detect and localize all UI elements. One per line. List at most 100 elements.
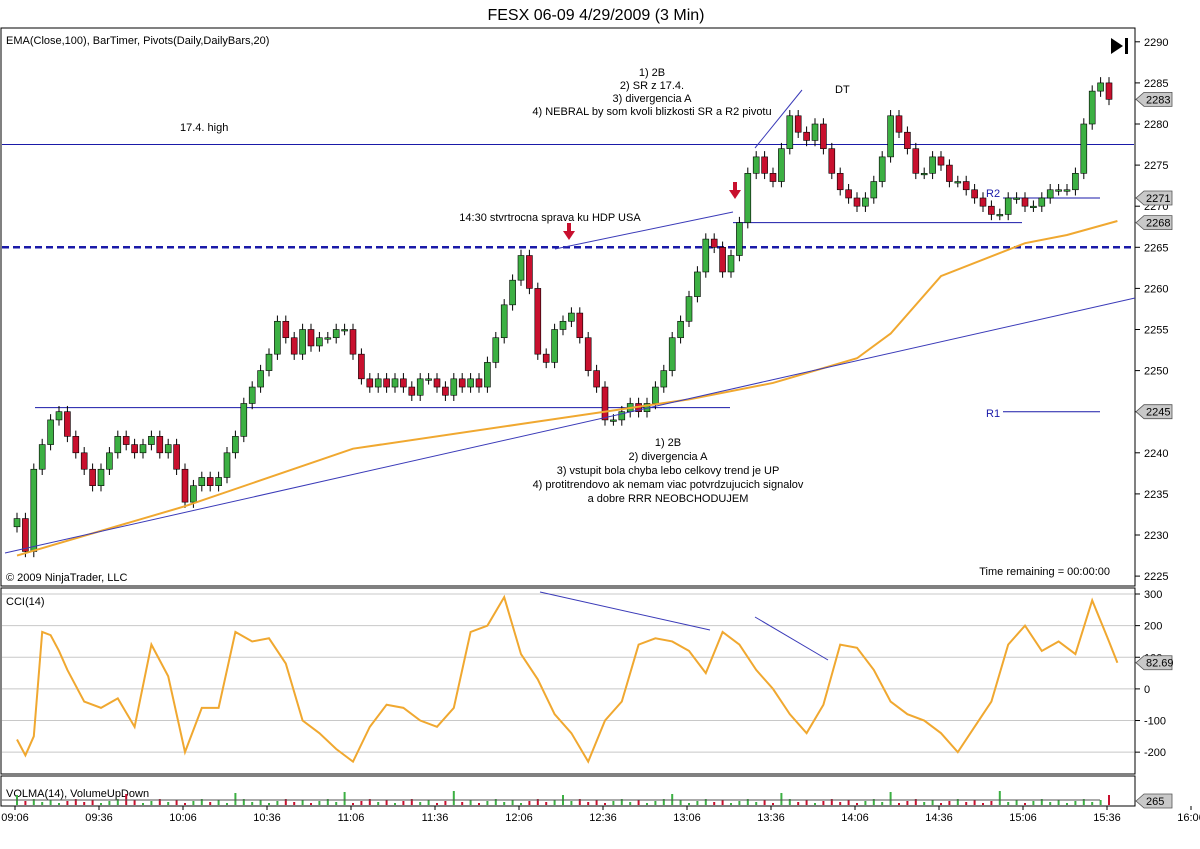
volume-bar — [49, 800, 52, 805]
volume-bar — [553, 800, 556, 805]
annotation-news: 14:30 stvrtrocna sprava ku HDP USA — [459, 212, 641, 224]
volume-bar — [58, 803, 60, 805]
volume-bar — [1066, 803, 1068, 805]
top-note-line: 4) NEBRAL by som kvoli blizkosti SR a R2… — [532, 106, 771, 118]
volume-value-tag: 265 — [1135, 793, 1173, 809]
time-axis-label: 16:06 — [1177, 812, 1200, 824]
volume-bar — [352, 803, 354, 805]
cci-axis-label: 200 — [1144, 621, 1162, 633]
volume-bar — [268, 803, 270, 805]
volume-bar — [1057, 800, 1060, 805]
cci-panel — [0, 587, 1136, 775]
candle — [979, 192, 987, 212]
volume-bar — [780, 793, 783, 805]
volume-bar — [982, 803, 984, 805]
candle — [845, 184, 852, 204]
horizontal-levels — [2, 144, 1134, 413]
cci-value-tag: 82.69 — [1135, 655, 1174, 671]
candle — [1072, 167, 1079, 196]
candle — [517, 249, 525, 286]
volume-bar — [704, 799, 707, 805]
volume-bar — [100, 803, 102, 805]
candle — [794, 110, 802, 138]
volume-bar — [940, 803, 942, 805]
candle — [425, 373, 432, 385]
volume-bar — [570, 801, 573, 805]
candle — [341, 323, 348, 336]
volume-bar — [872, 799, 875, 805]
bottom-note-line: 4) protitrendovo ak nemam viac potvrdzuj… — [533, 479, 804, 491]
volume-bar — [998, 791, 1001, 805]
candle — [358, 348, 365, 385]
candle — [299, 323, 306, 360]
top-note-line: 1) 2B — [639, 67, 665, 79]
volume-bar — [74, 799, 77, 805]
volume-bar — [746, 799, 749, 805]
axes: 2290228522802275227022652260225522502245… — [1, 37, 1200, 824]
candle — [206, 471, 214, 492]
volume-bar — [318, 801, 321, 805]
volume-bar — [923, 802, 926, 805]
volume-bar — [394, 803, 396, 805]
volume-bar — [116, 799, 119, 805]
volume-bar — [990, 801, 993, 805]
trend-lines — [4, 89, 1136, 661]
candle — [223, 447, 231, 484]
volume-bar — [251, 802, 254, 805]
cci-series-line — [16, 594, 1119, 764]
cci-axis-label: -200 — [1144, 747, 1166, 759]
volume-bar — [822, 801, 825, 805]
level-price-tag: 2268 — [1135, 215, 1173, 231]
bottom-note-line: a dobre RRR NEOBCHODUJEM — [588, 493, 749, 505]
candle — [526, 249, 533, 295]
time-axis-label: 14:36 — [925, 812, 953, 824]
candle — [677, 315, 684, 344]
candle — [988, 200, 995, 221]
volume-bar — [814, 803, 816, 805]
candle — [433, 373, 441, 393]
candle — [408, 381, 416, 402]
cci-value-tag-text: 82.69 — [1146, 658, 1174, 670]
candle — [937, 151, 945, 171]
time-axis-label: 12:06 — [505, 812, 533, 824]
candle — [559, 315, 567, 336]
volume-bar — [528, 801, 531, 805]
candle — [97, 463, 105, 492]
time-axis-label: 10:36 — [253, 812, 281, 824]
divergence-line-1 — [554, 211, 734, 250]
cci-divergence-line-2 — [754, 616, 829, 661]
volume-bar — [410, 799, 413, 805]
candle — [139, 438, 147, 459]
candle — [148, 430, 155, 451]
candle — [576, 307, 584, 344]
volume-bar — [763, 800, 766, 805]
volume-bar — [688, 803, 690, 805]
candle — [786, 110, 794, 155]
candle — [862, 192, 869, 212]
volume-bar — [175, 800, 178, 805]
candle — [702, 233, 710, 278]
price-axis-label: 2255 — [1144, 325, 1168, 337]
time-axis-label: 15:36 — [1093, 812, 1121, 824]
candle — [173, 438, 180, 475]
volume-bars — [2, 791, 1110, 805]
volume-bar — [973, 800, 976, 805]
candle — [64, 405, 71, 443]
cci-line — [16, 594, 1119, 764]
volume-bar — [167, 802, 170, 805]
volume-bar — [620, 799, 623, 805]
candle — [484, 356, 491, 393]
volume-bar — [242, 799, 245, 805]
skip-to-end-icon[interactable] — [1111, 38, 1128, 54]
annotation-r2: R2 — [986, 188, 1000, 200]
volume-bar — [1091, 802, 1094, 805]
volume-bar — [158, 799, 161, 805]
candle — [593, 364, 600, 393]
volume-bar — [914, 799, 917, 805]
candle — [1038, 192, 1046, 212]
candle — [996, 208, 1004, 221]
volume-bar — [536, 799, 539, 805]
volume-bar — [217, 800, 220, 805]
volume-bar — [797, 802, 800, 805]
bottom-note-line: 2) divergencia A — [629, 451, 709, 463]
